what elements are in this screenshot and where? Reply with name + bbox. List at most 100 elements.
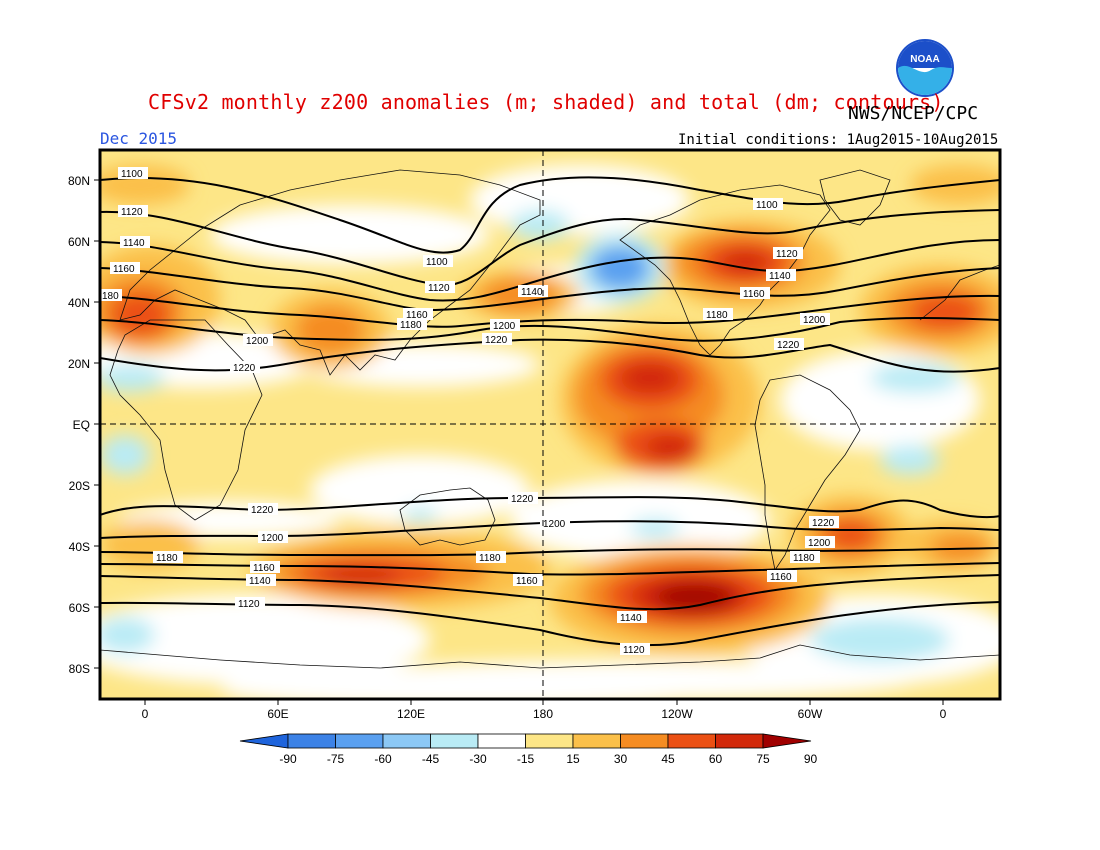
contour-label: 1160 — [767, 570, 797, 583]
colorbar-label: 75 — [756, 752, 770, 766]
contour-label: 1180 — [397, 318, 427, 331]
contour-label: 1100 — [118, 167, 148, 180]
svg-text:1120: 1120 — [428, 283, 450, 294]
svg-text:1140: 1140 — [521, 287, 543, 298]
colorbar-swatch — [572, 733, 621, 749]
contour-s-1140 — [100, 574, 1000, 611]
noaa-logo: NOAA — [896, 39, 954, 97]
svg-text:1220: 1220 — [812, 518, 835, 529]
colorbar-swatch — [667, 733, 716, 749]
contour-label: 1180 — [476, 551, 506, 564]
svg-text:1200: 1200 — [543, 519, 566, 530]
contour-label: 1140 — [518, 285, 548, 298]
chart-title: CFSv2 monthly z200 anomalies (m; shaded)… — [148, 90, 944, 114]
contour-label: 1200 — [243, 334, 273, 347]
colorbar-label: 15 — [566, 752, 580, 766]
contour-label: 1120 — [235, 597, 265, 610]
colorbar-label: -15 — [517, 752, 535, 766]
colorbar-label: -60 — [374, 752, 392, 766]
lon-label: 60E — [267, 707, 288, 721]
contour-label: 1220 — [809, 516, 839, 529]
colorbar: -90 -75 -60 -45 -30 -15 15 30 45 60 75 90 — [239, 733, 817, 766]
colorbar-label: -45 — [422, 752, 440, 766]
svg-text:NOAA: NOAA — [910, 54, 939, 65]
colorbar-label: 60 — [709, 752, 723, 766]
svg-text:1140: 1140 — [769, 271, 791, 282]
contour-label: 1140 — [246, 574, 276, 587]
svg-text:1180: 1180 — [706, 310, 728, 321]
contour-label: 1220 — [482, 333, 512, 346]
svg-text:1200: 1200 — [246, 336, 269, 347]
contour-label: 1100 — [423, 255, 453, 268]
contour-1120 — [100, 209, 1000, 287]
colorbar-label: -30 — [469, 752, 487, 766]
lat-label: 60S — [69, 601, 90, 615]
colorbar-swatch — [525, 733, 574, 749]
contour-label: 1140 — [120, 236, 150, 249]
colorbar-label: 30 — [614, 752, 628, 766]
svg-text:1140: 1140 — [123, 238, 145, 249]
lat-label: 40S — [69, 540, 90, 554]
contour-1140 — [100, 239, 1000, 302]
colorbar-label: -90 — [279, 752, 297, 766]
anomaly-shading — [100, 150, 1000, 699]
contour-label: 1180 — [703, 308, 733, 321]
contour-label: 1200 — [258, 531, 288, 544]
lat-label: EQ — [73, 418, 90, 432]
contour-label: 1160 — [513, 574, 543, 587]
colorbar-swatch — [430, 733, 479, 749]
svg-text:1200: 1200 — [803, 315, 826, 326]
agency-label: NWS/NCEP/CPC — [848, 103, 979, 124]
colorbar-arrow-left — [239, 733, 289, 749]
svg-text:1160: 1160 — [253, 563, 275, 574]
colorbar-swatch — [382, 733, 431, 749]
lat-ticks — [94, 179, 100, 669]
svg-text:1200: 1200 — [261, 533, 284, 544]
colorbar-label: -75 — [327, 752, 345, 766]
svg-text:1160: 1160 — [743, 289, 765, 300]
svg-text:1200: 1200 — [493, 321, 516, 332]
contour-label: 1120 — [620, 643, 650, 656]
contour-label: 1160 — [250, 561, 280, 574]
lat-label: 40N — [68, 296, 90, 310]
axis-labels: 80N 60N 40N 20N EQ 20S 40S 60S 80S 0 60E… — [68, 174, 947, 721]
coast-africa — [109, 319, 263, 521]
svg-text:180: 180 — [102, 291, 119, 302]
valid-month: Dec 2015 — [100, 129, 178, 148]
colorbar-label: 45 — [661, 752, 675, 766]
svg-text:1160: 1160 — [406, 310, 428, 321]
lat-label: 80S — [69, 662, 90, 676]
svg-text:1220: 1220 — [511, 494, 534, 505]
contour-label: 1140 — [617, 611, 647, 624]
svg-text:1160: 1160 — [770, 572, 792, 583]
svg-text:1220: 1220 — [233, 363, 256, 374]
lon-label: 180 — [533, 707, 553, 721]
lat-label: 60N — [68, 235, 90, 249]
reference-lines — [100, 150, 1000, 699]
contour-1180 — [100, 294, 1000, 328]
contour-label: 180 — [100, 289, 122, 302]
contour-1160 — [100, 267, 1000, 312]
svg-text:1100: 1100 — [426, 257, 448, 268]
contour-s-1180 — [100, 547, 1000, 557]
contour-label: 1180 — [790, 551, 820, 564]
svg-text:1120: 1120 — [623, 645, 645, 656]
svg-text:1120: 1120 — [776, 249, 798, 260]
svg-text:1140: 1140 — [620, 613, 642, 624]
contour-label: 1160 — [403, 308, 433, 321]
lon-label: 0 — [142, 707, 149, 721]
contour-label: 1120 — [425, 281, 455, 294]
svg-text:1180: 1180 — [793, 553, 815, 564]
contour-label: 1160 — [110, 262, 140, 275]
coast-south-america — [754, 374, 861, 572]
contour-label: 1100 — [753, 198, 783, 211]
lat-label: 80N — [68, 174, 90, 188]
svg-text:1220: 1220 — [485, 335, 508, 346]
contour-label: 1220 — [774, 338, 804, 351]
svg-text:1220: 1220 — [777, 340, 800, 351]
contour-label: 1120 — [118, 205, 148, 218]
contour-s-1200 — [100, 520, 1000, 539]
contour-label: 1220 — [230, 361, 260, 374]
contour-label: 1200 — [805, 536, 835, 549]
coast-antarctica — [100, 644, 1000, 669]
